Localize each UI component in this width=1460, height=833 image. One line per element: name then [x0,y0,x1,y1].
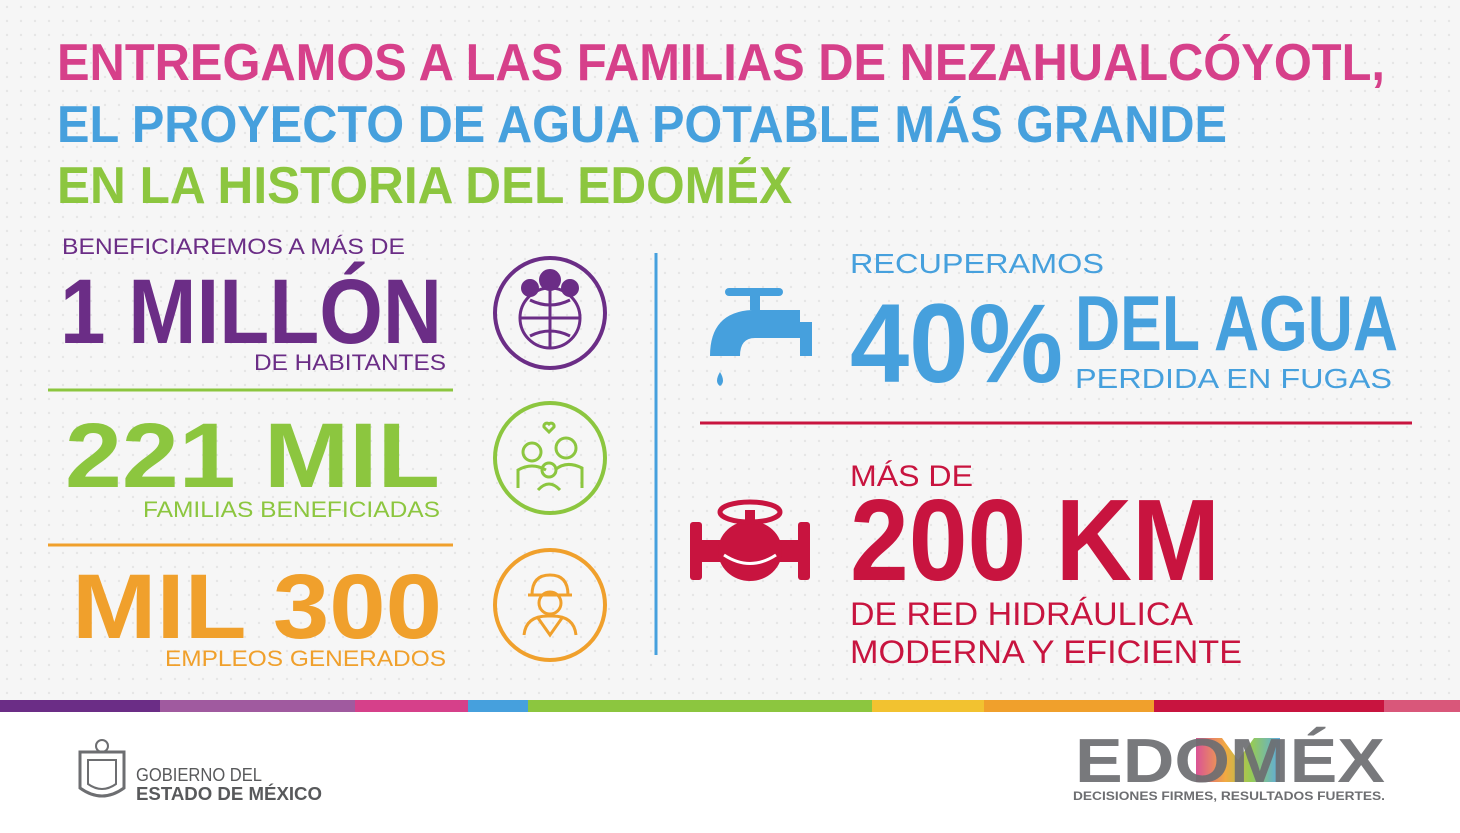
people-icon [493,256,607,370]
stat-figure: 200 KM [850,475,1220,605]
faucet-icon [710,288,812,386]
title-line: EN LA HISTORIA DEL EDOMÉX [57,157,792,215]
stat-figure: 1 MILLÓN [60,260,442,363]
stat-figure-text: DEL AGUA [1075,279,1398,367]
slogan: DECISIONES FIRMES, RESULTADOS FUERTES. [1073,789,1385,803]
stat-post: MODERNA Y EFICIENTE [850,634,1242,670]
stat-post: DE HABITANTES [254,350,446,375]
government-label: ESTADO DE MÉXICO [136,783,322,804]
title-line: EL PROYECTO DE AGUA POTABLE MÁS GRANDE [57,96,1227,154]
government-label: GOBIERNO DEL [136,765,262,785]
stat-figure: MIL 300 [72,556,442,658]
family-icon [493,401,607,515]
stat-pre: MÁS DE [850,460,973,493]
stat-pre: BENEFICIAREMOS A MÁS DE [62,234,405,259]
stat-figure: 40% [850,281,1063,406]
brand-accent [1196,738,1280,782]
stat-post: PERDIDA EN FUGAS [1075,363,1392,394]
crest [78,739,126,798]
stat-pre: RECUPERAMOS [850,248,1104,279]
valve-icon [690,499,810,581]
brand: EDOMÉX [1075,727,1385,796]
stat-post: DE RED HIDRÁULICA [850,596,1194,632]
worker-icon [493,548,607,662]
stat-post: EMPLEOS GENERADOS [165,646,446,671]
stat-figure: 221 MIL [65,405,440,507]
title-line: ENTREGAMOS A LAS FAMILIAS DE NEZAHUALCÓY… [57,34,1385,92]
stat-post: FAMILIAS BENEFICIADAS [143,497,440,522]
color-stripe [0,700,1460,712]
